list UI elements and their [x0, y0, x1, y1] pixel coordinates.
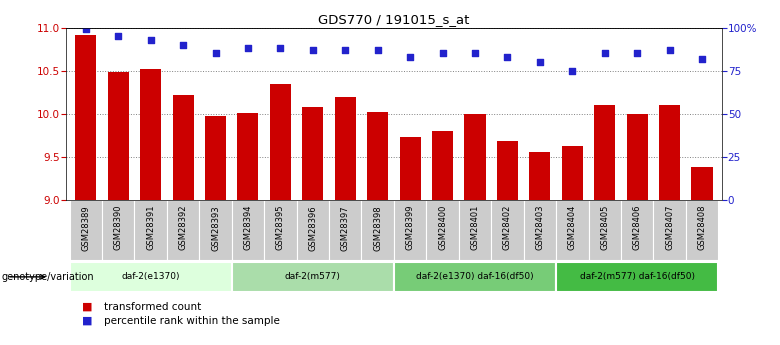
Bar — [659, 105, 680, 200]
Text: GSM28402: GSM28402 — [503, 205, 512, 250]
FancyBboxPatch shape — [459, 200, 491, 260]
FancyBboxPatch shape — [102, 200, 134, 260]
Text: GSM28400: GSM28400 — [438, 205, 447, 250]
Text: daf-2(e1370) daf-16(df50): daf-2(e1370) daf-16(df50) — [417, 272, 534, 282]
Point — [339, 47, 352, 53]
Point — [534, 59, 546, 65]
FancyBboxPatch shape — [621, 200, 654, 260]
Text: daf-2(m577): daf-2(m577) — [285, 272, 341, 282]
Text: daf-2(m577) daf-16(df50): daf-2(m577) daf-16(df50) — [580, 272, 695, 282]
Bar — [497, 141, 518, 200]
FancyBboxPatch shape — [69, 200, 102, 260]
Text: GSM28407: GSM28407 — [665, 205, 674, 250]
FancyBboxPatch shape — [329, 200, 361, 260]
Title: GDS770 / 191015_s_at: GDS770 / 191015_s_at — [318, 13, 470, 27]
Text: GSM28389: GSM28389 — [81, 205, 90, 250]
Point — [80, 27, 92, 32]
Bar — [303, 107, 324, 200]
Text: GSM28390: GSM28390 — [114, 205, 122, 250]
Text: GSM28403: GSM28403 — [535, 205, 544, 250]
Text: GSM28394: GSM28394 — [243, 205, 253, 250]
Text: GSM28398: GSM28398 — [373, 205, 382, 250]
Text: GSM28395: GSM28395 — [276, 205, 285, 250]
Bar — [692, 167, 713, 200]
Text: genotype/variation: genotype/variation — [2, 272, 94, 282]
Bar — [562, 146, 583, 200]
Point — [371, 47, 384, 53]
Text: GSM28392: GSM28392 — [179, 205, 187, 250]
FancyBboxPatch shape — [556, 262, 718, 292]
Point — [502, 54, 514, 60]
Text: GSM28397: GSM28397 — [341, 205, 349, 250]
FancyBboxPatch shape — [491, 200, 523, 260]
Text: GSM28396: GSM28396 — [308, 205, 317, 250]
FancyBboxPatch shape — [427, 200, 459, 260]
Point — [144, 37, 157, 42]
Bar — [108, 72, 129, 200]
FancyBboxPatch shape — [686, 200, 718, 260]
Bar — [237, 113, 258, 200]
Bar — [367, 112, 388, 200]
Bar — [530, 152, 551, 200]
FancyBboxPatch shape — [361, 200, 394, 260]
Bar — [594, 105, 615, 200]
FancyBboxPatch shape — [232, 200, 264, 260]
Bar — [626, 114, 647, 200]
Point — [404, 54, 417, 60]
Text: ■: ■ — [82, 302, 92, 312]
FancyBboxPatch shape — [264, 200, 296, 260]
Bar — [75, 34, 96, 200]
Bar — [205, 117, 226, 200]
Text: GSM28391: GSM28391 — [146, 205, 155, 250]
FancyBboxPatch shape — [589, 200, 621, 260]
FancyBboxPatch shape — [523, 200, 556, 260]
FancyBboxPatch shape — [654, 200, 686, 260]
Point — [469, 51, 481, 56]
Text: GSM28404: GSM28404 — [568, 205, 576, 250]
Text: percentile rank within the sample: percentile rank within the sample — [104, 316, 279, 326]
Bar — [140, 69, 161, 200]
Bar — [399, 137, 420, 200]
Point — [598, 51, 611, 56]
Point — [436, 51, 448, 56]
Text: GSM28406: GSM28406 — [633, 205, 642, 250]
FancyBboxPatch shape — [556, 200, 589, 260]
Point — [112, 33, 125, 39]
Text: GSM28405: GSM28405 — [601, 205, 609, 250]
Point — [177, 42, 190, 48]
Point — [242, 46, 254, 51]
Text: daf-2(e1370): daf-2(e1370) — [122, 272, 180, 282]
Text: GSM28401: GSM28401 — [470, 205, 480, 250]
FancyBboxPatch shape — [232, 262, 394, 292]
Bar — [335, 97, 356, 200]
Point — [696, 56, 708, 61]
Point — [663, 47, 675, 53]
FancyBboxPatch shape — [394, 200, 427, 260]
FancyBboxPatch shape — [69, 262, 232, 292]
Bar — [432, 131, 453, 200]
Text: transformed count: transformed count — [104, 302, 201, 312]
Text: ■: ■ — [82, 316, 92, 326]
Point — [631, 51, 644, 56]
FancyBboxPatch shape — [394, 262, 556, 292]
Point — [274, 46, 286, 51]
Bar — [270, 84, 291, 200]
FancyBboxPatch shape — [134, 200, 167, 260]
Bar — [172, 95, 193, 200]
Bar — [464, 114, 485, 200]
Point — [209, 51, 222, 56]
FancyBboxPatch shape — [167, 200, 199, 260]
Point — [307, 47, 319, 53]
Text: GSM28399: GSM28399 — [406, 205, 415, 250]
FancyBboxPatch shape — [199, 200, 232, 260]
Point — [566, 68, 579, 73]
Text: GSM28408: GSM28408 — [697, 205, 707, 250]
Text: GSM28393: GSM28393 — [211, 205, 220, 250]
FancyBboxPatch shape — [296, 200, 329, 260]
